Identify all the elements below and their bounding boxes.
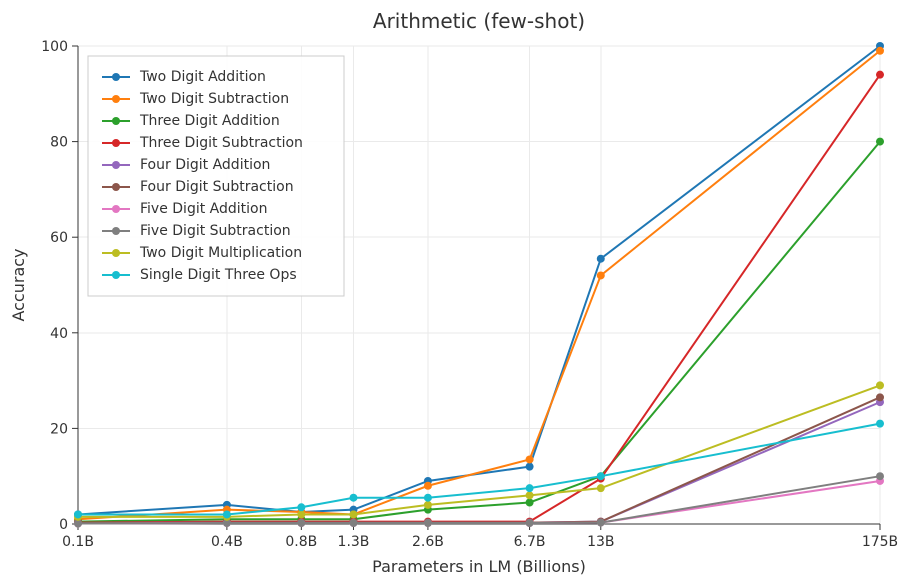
legend-swatch-marker — [112, 139, 120, 147]
legend-label: Two Digit Multiplication — [139, 245, 302, 261]
data-point — [876, 138, 884, 146]
ytick-label: 40 — [50, 326, 68, 342]
legend-swatch-marker — [112, 183, 120, 191]
data-point — [597, 255, 605, 263]
legend-swatch-marker — [112, 205, 120, 213]
data-point — [876, 393, 884, 401]
legend-label: Five Digit Subtraction — [140, 223, 291, 239]
legend-swatch-marker — [112, 95, 120, 103]
data-point — [597, 472, 605, 480]
data-point — [876, 71, 884, 79]
legend-label: Three Digit Subtraction — [139, 135, 303, 151]
xtick-label: 6.7B — [514, 534, 546, 550]
legend-label: Two Digit Subtraction — [139, 91, 289, 107]
legend-label: Single Digit Three Ops — [140, 267, 297, 283]
y-axis-label: Accuracy — [9, 248, 28, 321]
ytick-label: 100 — [41, 39, 68, 55]
data-point — [526, 498, 534, 506]
legend-swatch-marker — [112, 73, 120, 81]
data-point — [597, 519, 605, 527]
data-point — [223, 510, 231, 518]
xtick-label: 0.4B — [211, 534, 243, 550]
data-point — [597, 484, 605, 492]
data-point — [526, 463, 534, 471]
legend-swatch-marker — [112, 271, 120, 279]
legend-label: Five Digit Addition — [140, 201, 267, 217]
legend-swatch-marker — [112, 227, 120, 235]
data-point — [876, 381, 884, 389]
xtick-label: 1.3B — [338, 534, 370, 550]
xtick-label: 175B — [862, 534, 898, 550]
data-point — [349, 494, 357, 502]
data-point — [349, 519, 357, 527]
chart-title: Arithmetic (few-shot) — [373, 9, 585, 33]
x-axis-label: Parameters in LM (Billions) — [372, 557, 586, 576]
data-point — [597, 271, 605, 279]
legend-label: Two Digit Addition — [139, 69, 266, 85]
chart-container: 0 20 40 60 80 100 0.1B 0.4B 0.8B 1.3B 2.6B 6.7B 13B 1… — [0, 0, 914, 581]
legend-swatch-marker — [112, 249, 120, 257]
data-point — [297, 519, 305, 527]
legend-swatch-marker — [112, 161, 120, 169]
data-point — [876, 420, 884, 428]
ytick-label: 60 — [50, 230, 68, 246]
data-point — [424, 519, 432, 527]
data-point — [349, 510, 357, 518]
legend-swatch-marker — [112, 117, 120, 125]
legend: Two Digit Addition Two Digit Subtraction T… — [88, 56, 344, 296]
data-point — [526, 519, 534, 527]
data-point — [424, 494, 432, 502]
ytick-label: 80 — [50, 135, 68, 151]
data-point — [876, 47, 884, 55]
ytick-label: 0 — [59, 517, 68, 533]
data-point — [424, 501, 432, 509]
data-point — [297, 503, 305, 511]
legend-label: Three Digit Addition — [139, 113, 280, 129]
xtick-label: 2.6B — [412, 534, 444, 550]
data-point — [526, 484, 534, 492]
data-point — [74, 510, 82, 518]
ytick-label: 20 — [50, 421, 68, 437]
xtick-label: 13B — [587, 534, 614, 550]
xtick-label: 0.1B — [62, 534, 94, 550]
data-point — [297, 510, 305, 518]
data-point — [424, 482, 432, 490]
data-point — [876, 472, 884, 480]
xtick-label: 0.8B — [285, 534, 317, 550]
data-point — [526, 491, 534, 499]
data-point — [526, 455, 534, 463]
line-chart: 0 20 40 60 80 100 0.1B 0.4B 0.8B 1.3B 2.6B 6.7B 13B 1… — [0, 0, 914, 581]
legend-label: Four Digit Addition — [140, 157, 270, 173]
legend-label: Four Digit Subtraction — [140, 179, 294, 195]
